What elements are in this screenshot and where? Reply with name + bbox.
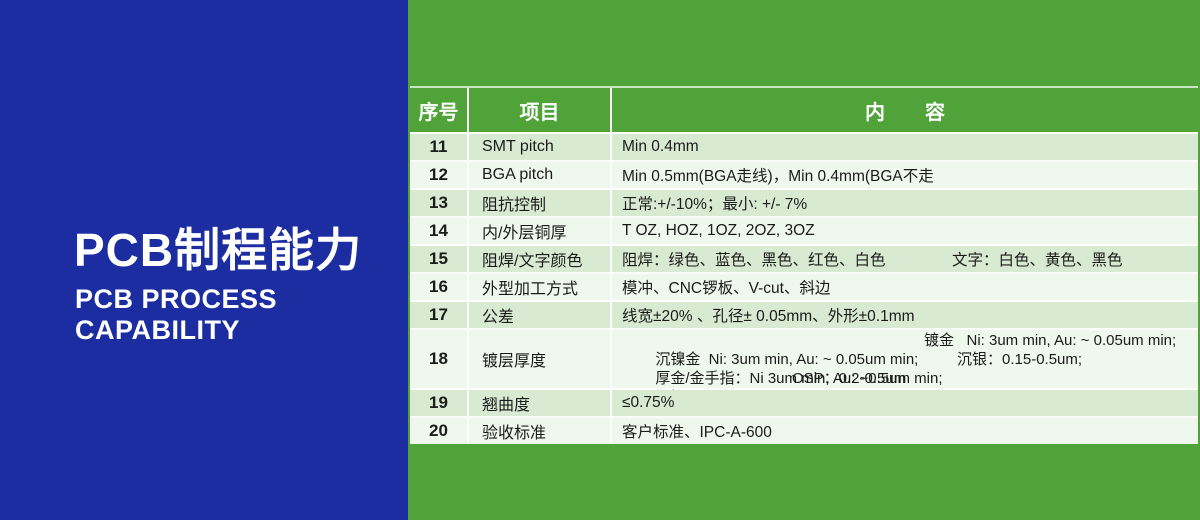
silkscreen-colors: 文字：白色、黄色、黑色 — [952, 252, 1123, 269]
row-18-content: 沉镍金 Ni: 3um min, Au: ~ 0.05um min; 镀金 Ni… — [612, 330, 1198, 406]
row-20-item: 验收标准 — [469, 418, 610, 444]
row-20-no: 20 — [410, 418, 467, 444]
left-panel: PCB制程能力 PCB PROCESS CAPABILITY — [0, 0, 408, 520]
plating-line-2: 厚金/金手指：Ni 3um min, Au: ~0.5um min; 沉银：0.… — [622, 350, 1198, 387]
row-13-no: 13 — [410, 190, 467, 216]
row-20-content: 客户标准、IPC-A-600 — [612, 418, 1198, 444]
row-12-content: Min 0.5mm(BGA走线)，Min 0.4mm(BGA不走 — [612, 162, 1198, 188]
pcb-capability-table: 序号 项目 内 容 11 SMT pitch Min 0.4mm 12 BGA … — [410, 86, 1198, 444]
row-17-item: 公差 — [469, 302, 610, 328]
plating-enig: 沉镍金 Ni: 3um min, Au: ~ 0.05um min; — [655, 351, 919, 368]
row-15-item: 阻焊/文字颜色 — [469, 246, 610, 272]
page-subtitle: PCB PROCESS CAPABILITY — [75, 284, 277, 346]
row-11-no: 11 — [410, 134, 467, 160]
row-16-item: 外型加工方式 — [469, 274, 610, 300]
table-header-item: 项目 — [469, 88, 610, 132]
row-14-content: T OZ, HOZ, 1OZ, 2OZ, 3OZ — [612, 218, 1198, 244]
row-15-no: 15 — [410, 246, 467, 272]
plating-silver: 沉银：0.15-0.5um; — [957, 351, 1083, 368]
row-12-item: BGA pitch — [469, 162, 610, 188]
table-header-content: 内 容 — [612, 88, 1198, 132]
plating-hard-gold: 厚金/金手指：Ni 3um min, Au: ~0.5um min; — [655, 370, 943, 387]
row-17-no: 17 — [410, 302, 467, 328]
plating-line-1: 沉镍金 Ni: 3um min, Au: ~ 0.05um min; 镀金 Ni… — [622, 331, 1198, 368]
page-subtitle-line2: CAPABILITY — [75, 315, 240, 345]
page-subtitle-line1: PCB PROCESS — [75, 284, 278, 314]
plating-gold: 镀金 Ni: 3um min, Au: ~ 0.05um min; — [924, 332, 1177, 349]
row-11-item: SMT pitch — [469, 134, 610, 160]
page-title: PCB制程能力 — [74, 224, 363, 276]
plating-line-3: 沉锡：0.8-1.2um OSP：0.2-0.5um — [622, 369, 1198, 406]
row-13-item: 阻抗控制 — [469, 190, 610, 216]
table-header-no: 序号 — [410, 88, 467, 132]
row-19-item: 翘曲度 — [469, 390, 610, 416]
row-11-content: Min 0.4mm — [612, 134, 1198, 160]
row-15-content: 阻焊：绿色、蓝色、黑色、红色、白色 文字：白色、黄色、黑色 — [612, 246, 1198, 272]
plating-osp: OSP：0.2-0.5um — [792, 370, 907, 387]
row-19-no: 19 — [410, 390, 467, 416]
row-16-content: 模冲、CNC锣板、V-cut、斜边 — [612, 274, 1198, 300]
row-13-content: 正常:+/-10%；最小: +/- 7% — [612, 190, 1198, 216]
row-18-no: 18 — [410, 330, 467, 388]
row-14-item: 内/外层铜厚 — [469, 218, 610, 244]
row-14-no: 14 — [410, 218, 467, 244]
solder-mask-colors: 阻焊：绿色、蓝色、黑色、红色、白色 — [622, 252, 886, 269]
row-19-content: ≤0.75% — [612, 390, 1198, 416]
row-17-content: 线宽±20% 、孔径± 0.05mm、外形±0.1mm — [612, 302, 1198, 328]
row-12-no: 12 — [410, 162, 467, 188]
row-16-no: 16 — [410, 274, 467, 300]
row-18-item: 镀层厚度 — [469, 330, 610, 388]
